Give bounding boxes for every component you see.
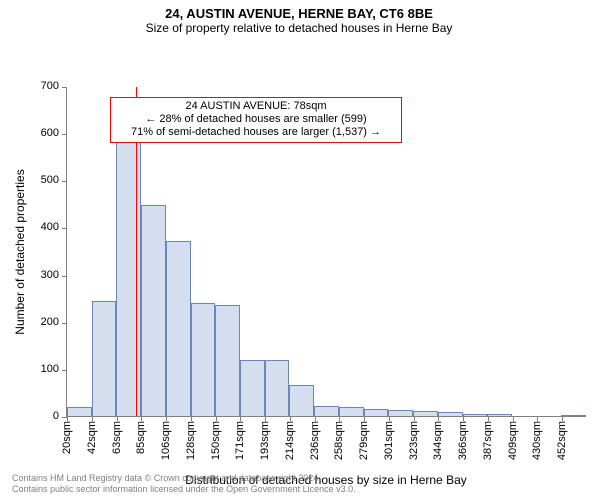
bar — [92, 301, 117, 417]
annotation-line: 71% of semi-detached houses are larger (… — [117, 126, 395, 139]
bar — [265, 360, 290, 416]
bar — [339, 407, 364, 416]
bar — [67, 407, 92, 416]
attribution-line: Contains public sector information licen… — [12, 484, 356, 494]
y-tick-label: 600 — [41, 127, 59, 139]
bar — [191, 303, 216, 416]
y-tick-label: 500 — [41, 174, 59, 186]
annotation-line: 24 AUSTIN AVENUE: 78sqm — [117, 100, 395, 113]
bar — [141, 205, 166, 416]
y-tick-label: 100 — [41, 363, 59, 375]
y-tick-label: 300 — [41, 269, 59, 281]
bar — [413, 411, 438, 416]
attribution-text: Contains HM Land Registry data © Crown c… — [12, 473, 356, 494]
annotation-box: 24 AUSTIN AVENUE: 78sqm← 28% of detached… — [110, 97, 402, 143]
y-tick-label: 200 — [41, 316, 59, 328]
bar — [487, 414, 512, 416]
bar — [215, 305, 240, 416]
page-title: 24, AUSTIN AVENUE, HERNE BAY, CT6 8BE — [6, 6, 592, 21]
bar — [116, 138, 141, 416]
bar — [463, 414, 488, 416]
plot-area: 24 AUSTIN AVENUE: 78sqm← 28% of detached… — [66, 87, 586, 417]
annotation-line: ← 28% of detached houses are smaller (59… — [117, 113, 395, 126]
bar — [240, 360, 265, 416]
y-tick-label: 400 — [41, 221, 59, 233]
page-subtitle: Size of property relative to detached ho… — [6, 21, 592, 35]
bar — [388, 410, 413, 416]
bar — [438, 412, 463, 416]
bar — [166, 241, 191, 416]
bar — [364, 409, 389, 416]
y-tick-label: 0 — [53, 410, 59, 422]
histogram-chart: 24 AUSTIN AVENUE: 78sqm← 28% of detached… — [6, 35, 592, 487]
chart-container: 24, AUSTIN AVENUE, HERNE BAY, CT6 8BE Si… — [0, 0, 600, 500]
y-tick-label: 700 — [41, 80, 59, 92]
attribution-line: Contains HM Land Registry data © Crown c… — [12, 473, 356, 483]
bar — [289, 385, 314, 416]
bar — [314, 406, 339, 416]
y-axis-label: Number of detached properties — [13, 169, 27, 334]
bar — [561, 415, 586, 416]
